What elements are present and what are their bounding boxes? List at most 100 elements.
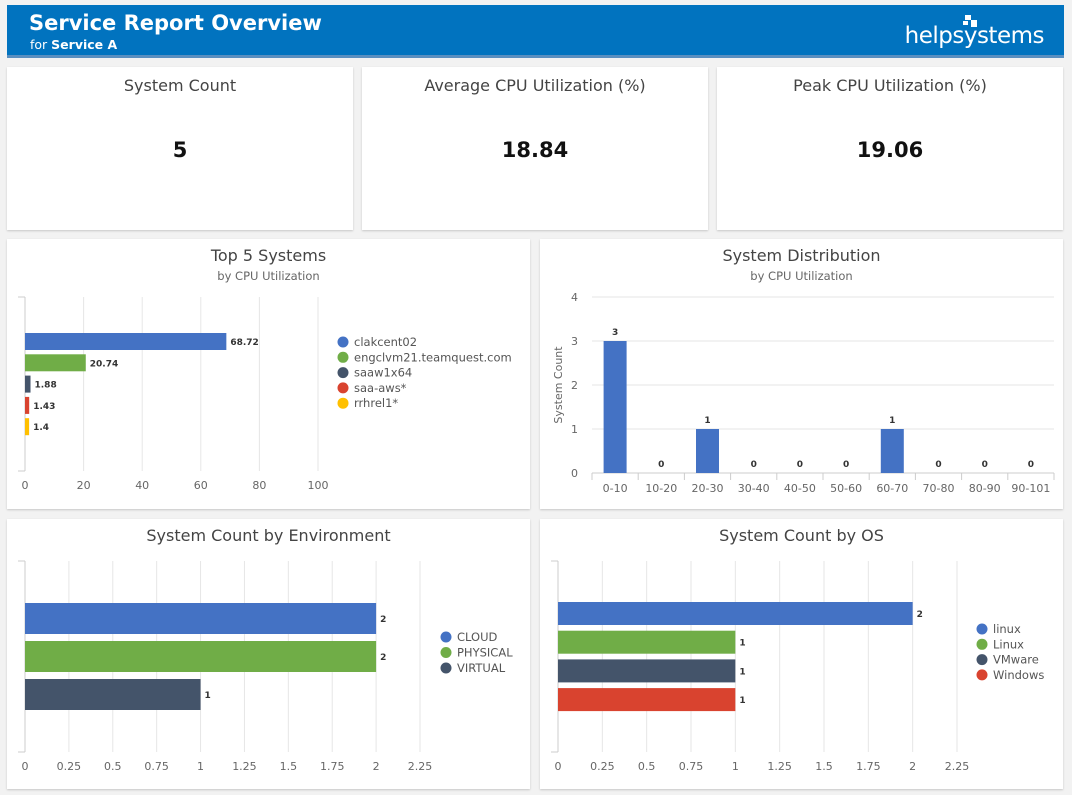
chart-card-os: System Count by OS 0 0.25 0.5 0.75 1 1.25 1.5 1… (540, 519, 1063, 789)
data-label: 1 (704, 416, 710, 426)
data-label: 2 (380, 615, 386, 625)
x-tick-label: 50-60 (830, 482, 862, 495)
data-label: 0 (797, 460, 803, 470)
x-tick-label: 40 (135, 479, 149, 492)
data-label: 68.72 (230, 338, 258, 348)
kpi-label: Average CPU Utilization (%) (424, 76, 646, 95)
y-tick-label: 1 (571, 423, 578, 436)
chart-subtitle: by CPU Utilization (750, 269, 853, 283)
data-label: 20.74 (90, 359, 118, 369)
chart-title: Top 5 Systems (210, 246, 327, 265)
x-tick-label: 1.25 (232, 760, 257, 773)
chart-card-environment: System Count by Environment 0 0.25 0.5 0.75… (7, 519, 530, 789)
data-label: 1 (739, 667, 745, 677)
legend-marker (976, 669, 988, 681)
legend-label: VMware (993, 653, 1039, 667)
x-tick-label: 0 (22, 760, 29, 773)
x-tick-label: 70-80 (923, 482, 955, 495)
legend-marker (976, 638, 988, 650)
x-tick-label: 1.75 (856, 760, 881, 773)
x-tick-label: 20-30 (692, 482, 724, 495)
legend-marker (976, 623, 988, 635)
legend-label: rrhrel1* (354, 396, 398, 410)
data-label: 0 (982, 460, 988, 470)
kpi-value: 18.84 (501, 138, 569, 162)
bar-windows (558, 688, 736, 712)
legend-marker (337, 351, 349, 363)
legend-marker (337, 367, 349, 379)
x-tick-label: 2 (373, 760, 380, 773)
legend-label: saa-aws* (354, 381, 407, 395)
x-tick-label: 60 (194, 479, 208, 492)
legend-label: linux (993, 622, 1021, 636)
bar-physical (25, 641, 377, 672)
legend-label: PHYSICAL (457, 646, 513, 660)
bar-clakcent02 (25, 333, 227, 350)
x-tick-label: 10-20 (645, 482, 677, 495)
system-count-by-os-chart: 0 0.25 0.5 0.75 1 1.25 1.5 1.75 2 2.25 2 1 1 1 linuxLi… (551, 560, 1044, 773)
x-tick-label: 60-70 (876, 482, 908, 495)
bar-engclvm21-teamquest-com (25, 354, 86, 372)
legend-label: Linux (993, 637, 1024, 651)
data-label: 1.43 (33, 402, 55, 412)
data-label: 0 (1028, 460, 1034, 470)
bar-rrhrel1 (25, 418, 30, 436)
chart-title: System Distribution (722, 246, 881, 265)
kpi-label: Peak CPU Utilization (%) (793, 76, 987, 95)
legend-marker (440, 647, 452, 658)
helpsystems-logo: helpsystems (904, 23, 1045, 49)
x-tick-label: 100 (308, 479, 329, 492)
bar-saaw1x64 (25, 375, 31, 393)
legend-label: Windows (993, 668, 1044, 682)
y-tick-label: 3 (571, 335, 578, 348)
data-label: 1.4 (33, 423, 49, 433)
x-tick-label: 1.25 (767, 760, 792, 773)
report-header: Service Report Overview for Service A he… (7, 5, 1064, 58)
x-tick-label: 20 (77, 479, 91, 492)
x-tick-label: 0.25 (57, 760, 82, 773)
data-label: 1 (205, 691, 211, 701)
x-tick-label: 80 (252, 479, 266, 492)
data-label: 0 (935, 460, 941, 470)
legend-marker (440, 662, 452, 674)
x-tick-label: 30-40 (738, 482, 770, 495)
legend-marker (440, 631, 452, 643)
data-label: 0 (843, 460, 849, 470)
kpi-card-system-count: System Count 5 (7, 67, 353, 230)
data-label: 2 (917, 610, 923, 620)
legend-label: engclvm21.teamquest.com (354, 350, 512, 364)
x-tick-label: 80-90 (969, 482, 1001, 495)
top5-systems-chart: 0 20 40 60 80 100 68.72 20.74 1.88 1.43 1.4 clakcen… (18, 296, 512, 492)
x-tick-label: 40-50 (784, 482, 816, 495)
bar-linux (558, 602, 913, 625)
x-tick-label: 0.75 (679, 760, 704, 773)
kpi-value: 5 (172, 138, 188, 162)
kpi-label: System Count (123, 76, 237, 95)
data-label: 1.88 (35, 381, 57, 391)
system-distribution-chart: 0 1 2 3 4 3 0-10 0 10-20 1 20-30 0 30-40 0 40-50 0 50-60… (552, 291, 1055, 495)
data-label: 1 (739, 696, 745, 706)
x-tick-label: 90-101 (1011, 482, 1050, 495)
x-tick-label: 0.5 (638, 760, 656, 773)
kpi-value: 19.06 (856, 138, 924, 162)
bar-60-70 (880, 429, 904, 473)
y-tick-label: 2 (571, 379, 578, 392)
data-label: 3 (612, 328, 618, 338)
chart-card-distribution: System Distribution by CPU Utilization 0… (540, 239, 1063, 509)
data-label: 0 (751, 460, 757, 470)
page-title: Service Report Overview (29, 11, 322, 35)
service-name: Service A (51, 37, 118, 52)
kpi-card-peak-cpu: Peak CPU Utilization (%) 19.06 (717, 67, 1063, 230)
legend-label: CLOUD (457, 630, 497, 644)
bar-saa-aws (25, 396, 30, 414)
bar-0-10 (603, 341, 627, 473)
data-label: 0 (658, 460, 664, 470)
x-tick-label: 1.75 (320, 760, 345, 773)
x-tick-label: 0.75 (144, 760, 169, 773)
x-tick-label: 1.5 (280, 760, 298, 773)
x-tick-label: 0.5 (104, 760, 122, 773)
x-tick-label: 2.25 (945, 760, 970, 773)
x-tick-label: 2 (909, 760, 916, 773)
y-axis-label: System Count (552, 346, 565, 424)
legend-label: VIRTUAL (457, 661, 506, 675)
